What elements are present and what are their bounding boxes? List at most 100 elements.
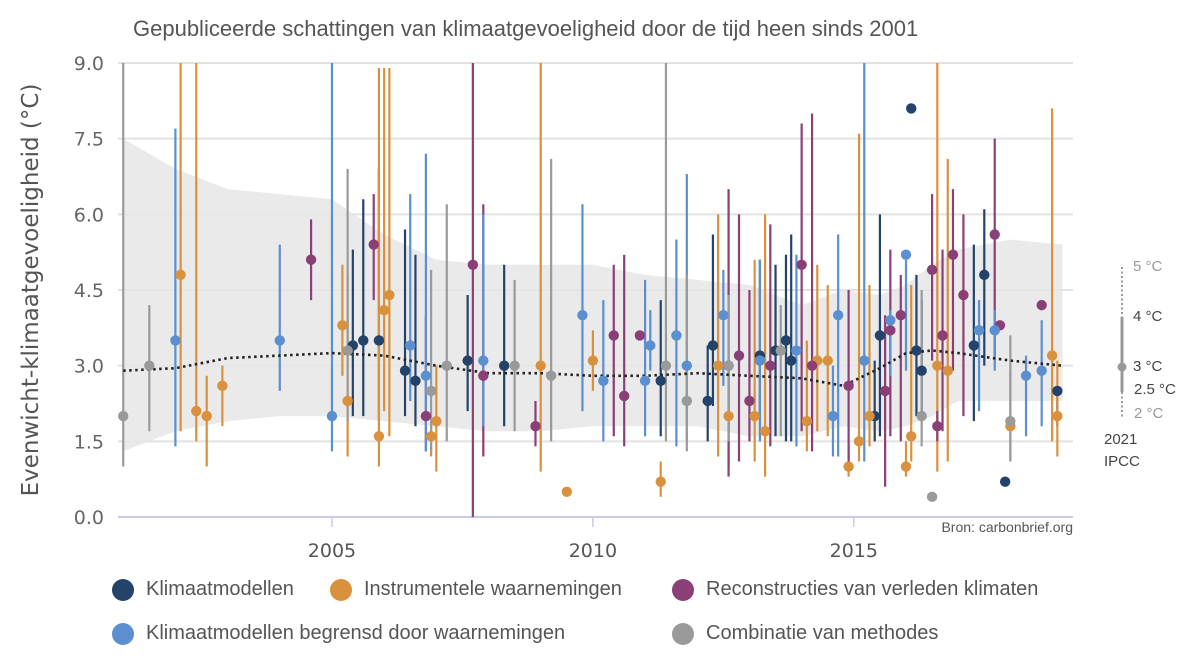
data-point xyxy=(170,335,181,346)
legend-dot-icon xyxy=(672,622,694,645)
data-point xyxy=(201,410,212,422)
data-point xyxy=(947,249,959,260)
legend-label: Instrumentele waarnemingen xyxy=(364,578,622,600)
y-tick-label: 0.0 xyxy=(74,507,104,529)
data-point xyxy=(1046,350,1058,361)
data-point xyxy=(759,426,771,437)
data-point xyxy=(373,335,385,346)
data-point xyxy=(441,360,452,371)
data-point xyxy=(702,395,713,407)
data-point xyxy=(916,365,927,376)
ipcc-best-estimate xyxy=(1117,362,1127,372)
data-point xyxy=(749,410,760,422)
data-point xyxy=(864,410,875,422)
ipcc-2021-range: 5 °C 4 °C 3 °C 2.5 °C 2 °C 2021 IPCC xyxy=(1104,258,1176,470)
data-point xyxy=(1052,410,1063,422)
data-point xyxy=(1036,299,1047,311)
data-point xyxy=(478,355,489,366)
data-point xyxy=(655,476,666,487)
data-point xyxy=(1020,370,1032,381)
y-tick-label: 7.5 xyxy=(74,129,104,151)
legend-item-klimaatmodellen-begrensd[interactable]: Klimaatmodellen begrensd door waarneming… xyxy=(112,622,565,645)
data-point xyxy=(660,360,672,371)
data-point xyxy=(681,360,693,371)
data-point xyxy=(561,486,572,497)
trend-line-path xyxy=(123,349,1063,388)
data-point xyxy=(874,330,886,341)
legend-item-reconstructies[interactable]: Reconstructies van verleden klimaten xyxy=(672,578,1038,601)
data-point xyxy=(822,355,833,366)
ipcc-label-2: 2 °C xyxy=(1134,405,1164,422)
ipcc-label-5: 5 °C xyxy=(1133,258,1163,275)
data-point xyxy=(754,355,766,366)
data-point xyxy=(431,415,442,427)
data-point xyxy=(144,360,155,371)
data-point xyxy=(358,335,369,346)
data-point xyxy=(911,345,922,356)
data-point xyxy=(906,431,917,442)
legend-dot-icon xyxy=(112,578,134,601)
data-point xyxy=(373,431,385,442)
data-point xyxy=(175,269,186,281)
y-tick-label: 6.0 xyxy=(74,204,104,226)
data-point xyxy=(723,360,734,371)
data-point xyxy=(410,375,421,386)
data-point xyxy=(999,476,1011,487)
y-tick-label: 3.0 xyxy=(74,356,104,378)
data-point xyxy=(645,340,656,351)
data-point xyxy=(342,395,353,407)
legend-label: Reconstructies van verleden klimaten xyxy=(706,578,1039,600)
legend-item-combinatie[interactable]: Combinatie van methodes xyxy=(672,622,938,645)
data-point xyxy=(791,345,802,356)
data-point xyxy=(853,436,865,447)
data-point xyxy=(587,355,599,366)
legend-label: Klimaatmodellen begrensd door waarneming… xyxy=(146,622,566,644)
data-point xyxy=(545,370,557,381)
data-point xyxy=(405,340,416,351)
ipcc-label-2-5: 2.5 °C xyxy=(1134,381,1176,398)
x-axis-ticks: 2005 2010 2015 xyxy=(308,517,878,562)
legend-dot-icon xyxy=(672,578,694,601)
x-tick-label: 2015 xyxy=(830,540,878,562)
data-point xyxy=(780,335,792,346)
data-point xyxy=(859,355,870,366)
data-point xyxy=(530,421,541,432)
data-point xyxy=(906,103,917,114)
legend-item-instrumentele-waarnemingen[interactable]: Instrumentele waarnemingen xyxy=(330,578,622,601)
data-point xyxy=(655,375,666,386)
ipcc-label-4: 4 °C xyxy=(1133,308,1163,325)
data-point xyxy=(979,269,990,281)
data-point xyxy=(942,365,953,376)
data-point xyxy=(462,355,473,366)
data-point xyxy=(191,405,202,417)
source-label: Bron: carbonbrief.org xyxy=(941,519,1073,535)
data-point xyxy=(733,350,745,361)
data-point xyxy=(932,421,943,432)
data-point xyxy=(744,395,755,407)
data-point xyxy=(399,365,411,376)
data-point xyxy=(932,360,943,371)
data-point xyxy=(989,229,1000,240)
data-point xyxy=(775,345,786,356)
data-point xyxy=(535,360,546,371)
data-point xyxy=(509,360,520,371)
data-point xyxy=(598,375,609,386)
data-point xyxy=(1036,365,1047,376)
legend-label: Combinatie van methodes xyxy=(706,622,939,644)
data-point xyxy=(973,325,985,336)
data-point xyxy=(926,491,938,503)
data-point xyxy=(577,310,588,321)
data-point xyxy=(368,239,379,250)
y-tick-label: 9.0 xyxy=(74,53,104,75)
chart-title: Gepubliceerde schattingen van klimaatgev… xyxy=(133,16,918,41)
legend-item-klimaatmodellen[interactable]: Klimaatmodellen xyxy=(112,578,294,601)
data-point xyxy=(326,410,338,422)
x-tick-label: 2005 xyxy=(308,540,356,562)
data-point xyxy=(827,410,839,422)
data-point xyxy=(274,335,285,346)
data-point xyxy=(425,385,437,397)
data-point xyxy=(916,410,927,422)
trend-line xyxy=(123,349,1063,388)
data-point xyxy=(806,360,818,371)
data-point xyxy=(900,461,912,472)
